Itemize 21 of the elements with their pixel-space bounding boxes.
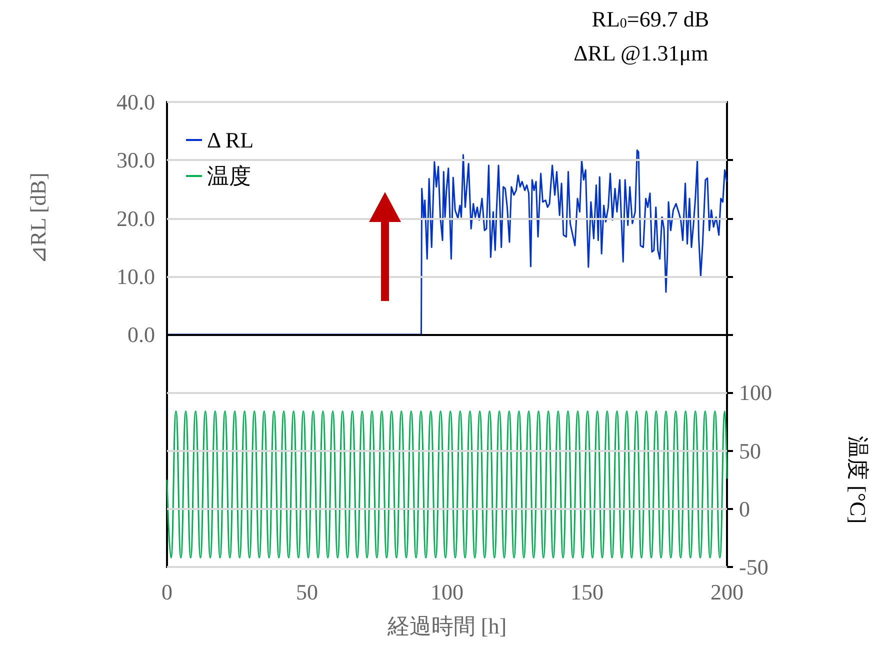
x-tick-label: 150 bbox=[570, 580, 604, 604]
y-tick-label: 20.0 bbox=[116, 206, 155, 231]
y-tick-label: 10.0 bbox=[116, 264, 155, 289]
y-tick-label: 30.0 bbox=[116, 148, 155, 173]
text: RL0=69.7 dB bbox=[592, 6, 710, 32]
x-tick-label: 100 bbox=[430, 580, 464, 604]
y-tick-label: 0.0 bbox=[128, 322, 155, 347]
x-tick-label: 200 bbox=[710, 580, 744, 604]
y2-tick-label: 100 bbox=[739, 380, 772, 406]
legend-label: 温度 bbox=[207, 164, 251, 188]
text: ΔRL @1.31μm bbox=[574, 40, 708, 66]
x-tick-label: 0 bbox=[162, 580, 172, 604]
y2-tick-label: -50 bbox=[739, 554, 768, 580]
y-axis-title: ⊿RL [dB] bbox=[26, 172, 50, 264]
x-axis-title: 経過時間 [h] bbox=[386, 614, 507, 638]
y2-tick-label: 0 bbox=[739, 496, 750, 522]
x-tick-label: 50 bbox=[296, 580, 318, 604]
legend-label: Δ RL bbox=[207, 128, 254, 152]
y2-axis-title: 温度 [°C] bbox=[846, 436, 870, 524]
y-tick-label: 40.0 bbox=[116, 90, 155, 114]
y2-tick-label: 50 bbox=[739, 438, 761, 464]
